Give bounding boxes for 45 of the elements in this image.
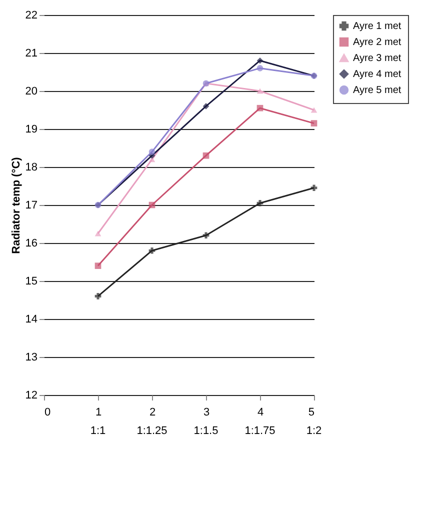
point [148,202,156,208]
y-axis-title: Radiator temp (°C) [10,156,22,254]
legend-label: Ayre 3 met [353,53,402,64]
y-tick-label: 20 [25,86,38,98]
point [256,88,264,94]
point [256,104,264,112]
point [202,232,210,239]
legend-label: Ayre 4 met [353,69,402,80]
legend-label: Ayre 2 met [353,37,402,48]
y-tick-label: 16 [25,238,38,250]
y-tick-label: 19 [25,124,38,136]
y-tick-label: 13 [25,352,38,364]
y-tick-label: 15 [25,276,38,288]
point [148,148,156,155]
point [148,247,156,254]
point [256,65,264,72]
text: 1:1.5 [194,425,218,437]
x-tick-label: 5 [308,406,314,418]
point [202,103,210,110]
y-tick-label: 12 [25,390,38,402]
y-tick-label: 18 [25,162,38,174]
x-tick-label: 4 [257,406,264,418]
legend-label: Ayre 1 met [353,21,402,32]
y-tick-label: 21 [25,48,38,60]
x-tick-label: 2 [149,406,156,418]
point [256,200,264,206]
point [310,184,318,192]
y-tick-label: 17 [25,200,38,212]
point [94,262,102,269]
text: 1:2 [306,425,322,437]
legend-label: Ayre 5 met [353,85,402,96]
y-tick-label: 14 [25,314,38,326]
text: 1:1.75 [244,425,276,437]
point [202,152,210,159]
point [310,120,318,126]
point [256,57,264,64]
point [94,230,102,236]
text: 1:1 [90,425,106,437]
y-tick-label: 22 [25,10,38,22]
x-tick-label: 0 [44,406,51,418]
x-tick-label: 3 [203,406,210,418]
x-tick-label: 1 [95,406,102,418]
point [94,293,102,300]
point [310,107,318,113]
text: 1:1.25 [136,425,168,437]
